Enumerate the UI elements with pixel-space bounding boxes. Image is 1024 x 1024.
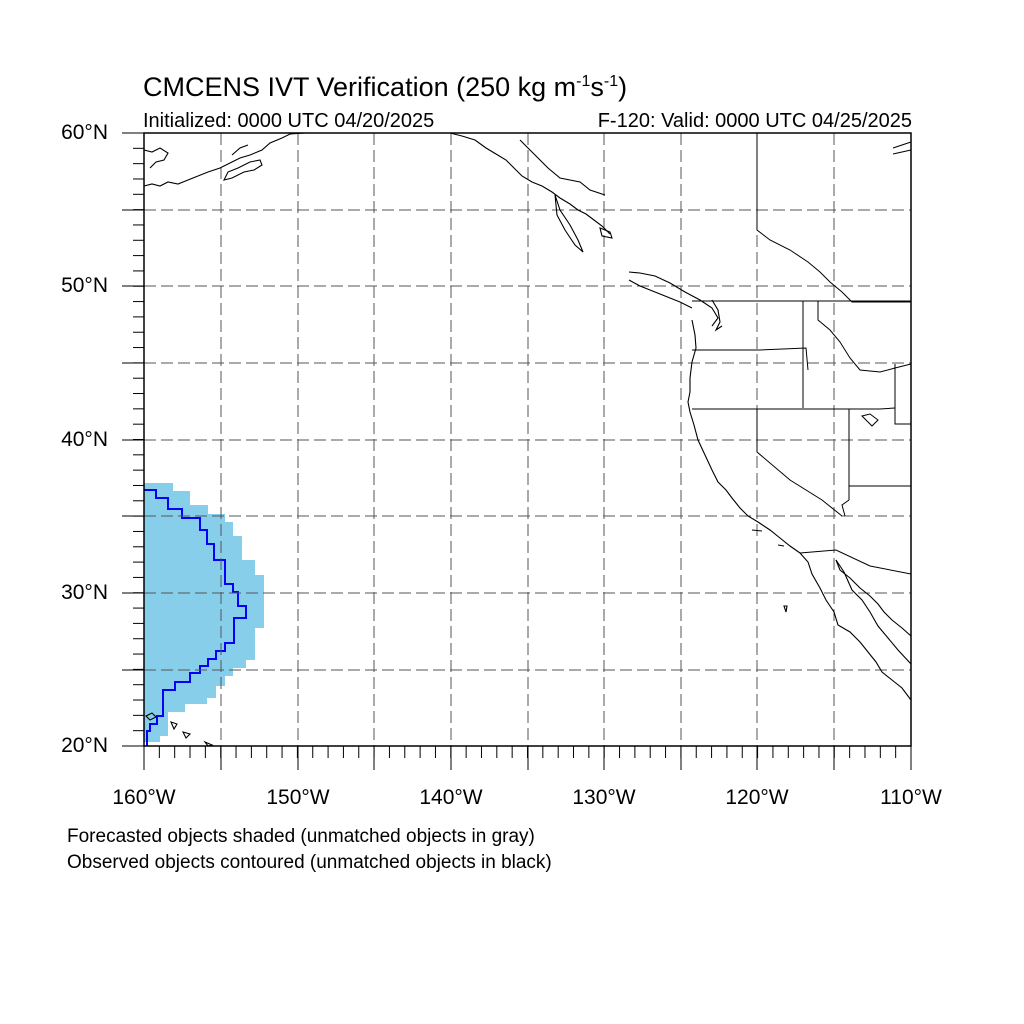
lon-label-140w: 140°W <box>419 786 483 809</box>
initialized-time: Initialized: 0000 UTC 04/20/2025 <box>143 110 435 132</box>
lat-label-60n: 60°N <box>61 121 108 144</box>
lon-label-130w: 130°W <box>572 786 636 809</box>
forecast-object-shaded <box>144 483 264 742</box>
lat-label-30n: 30°N <box>61 581 108 604</box>
bottom-minor-ticks <box>143 746 912 758</box>
footnote-observed: Observed objects contoured (unmatched ob… <box>67 852 552 873</box>
lat-label-50n: 50°N <box>61 274 108 297</box>
lat-label-20n: 20°N <box>61 734 108 757</box>
lon-label-110w: 110°W <box>880 786 942 809</box>
footnote-forecast: Forecasted objects shaded (unmatched obj… <box>67 826 535 847</box>
lat-label-40n: 40°N <box>61 428 108 451</box>
lon-label-120w: 120°W <box>725 786 789 809</box>
gridlines <box>144 133 911 746</box>
map-title: CMCENS IVT Verification (250 kg m-1s-1) <box>143 72 628 102</box>
observed-object-contour <box>144 489 247 746</box>
coastlines <box>143 132 912 747</box>
left-minor-ticks <box>133 132 144 747</box>
political-borders <box>692 133 912 575</box>
lon-label-160w: 160°W <box>112 786 176 809</box>
valid-time: F-120: Valid: 0000 UTC 04/25/2025 <box>597 110 912 132</box>
lon-label-150w: 150°W <box>266 786 330 809</box>
